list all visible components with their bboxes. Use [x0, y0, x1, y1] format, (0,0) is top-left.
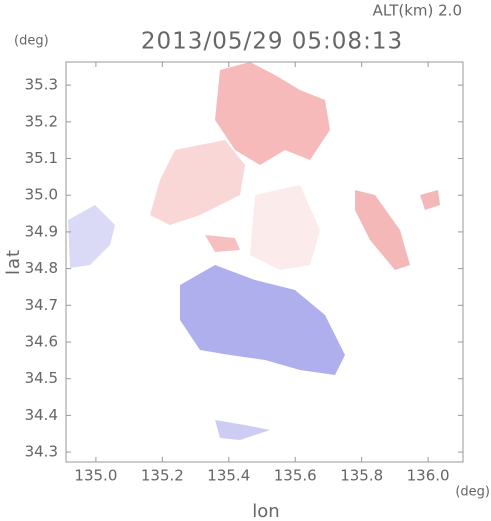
x-tick-label: 135.0	[74, 467, 117, 485]
echo-area	[250, 185, 320, 270]
echo-area	[420, 190, 440, 210]
plot-frame	[65, 61, 464, 463]
y-tick-label: 34.6	[25, 333, 58, 351]
velocity-field	[68, 62, 440, 440]
x-tick-label: 135.6	[274, 467, 317, 485]
y-tick-label: 35.1	[25, 149, 58, 167]
y-tick-label: 34.3	[25, 443, 58, 461]
y-tick-label: 35.2	[25, 112, 58, 130]
x-tick-label: 135.4	[207, 467, 250, 485]
altitude-label: ALT(km) 2.0	[373, 2, 462, 20]
y-tick-label: 35.0	[25, 186, 58, 204]
y-tick-label: 34.4	[25, 406, 58, 424]
echo-area	[215, 420, 270, 440]
y-tick-label: 34.7	[25, 296, 58, 314]
x-tick-label: 135.8	[340, 467, 383, 485]
y-tick-label: 34.9	[25, 222, 58, 240]
echo-area	[68, 205, 115, 268]
echo-area	[205, 235, 240, 252]
x-unit: (deg)	[455, 485, 490, 500]
echo-area	[355, 190, 410, 270]
x-tick-label: 136.0	[407, 467, 450, 485]
y-tick-label: 34.8	[25, 259, 58, 277]
y-unit: (deg)	[14, 34, 49, 49]
chart-title: 2013/05/29 05:08:13	[141, 29, 403, 55]
x-tick-label: 135.2	[141, 467, 184, 485]
y-tick-label: 35.3	[25, 76, 58, 94]
y-tick-label: 34.5	[25, 369, 58, 387]
echo-area	[180, 265, 345, 375]
y-axis-label: lat	[3, 249, 24, 275]
echo-area	[215, 62, 330, 165]
x-axis-label: lon	[252, 501, 279, 521]
echo-area	[150, 140, 245, 225]
